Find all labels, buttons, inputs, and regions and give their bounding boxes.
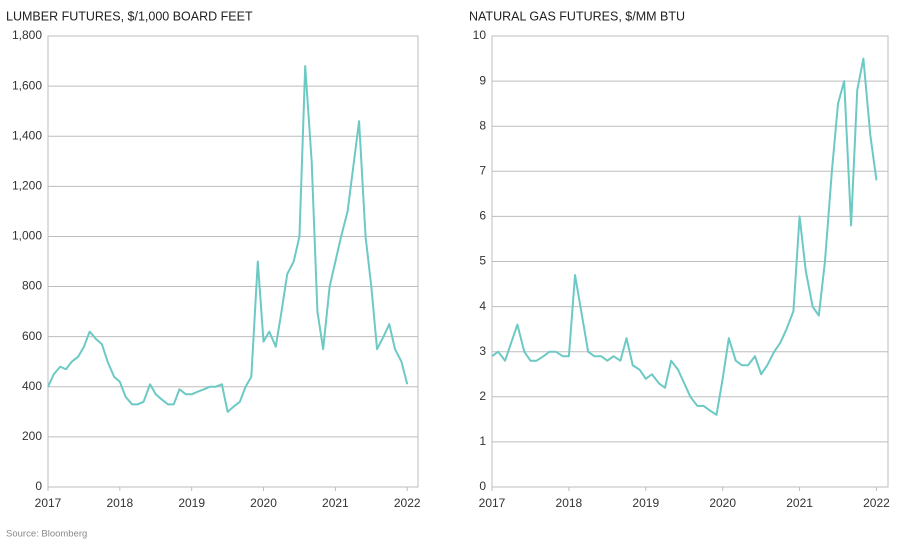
- y-tick-label: 1,400: [12, 128, 42, 142]
- y-tick-label: 600: [22, 329, 42, 343]
- data-line: [491, 57, 878, 416]
- y-tick-label: 1,600: [12, 78, 42, 92]
- x-tick-label: 2018: [106, 496, 133, 510]
- y-tick-label: 10: [473, 28, 487, 42]
- y-tick-label: 1: [479, 434, 486, 448]
- y-tick-label: 3: [479, 344, 486, 358]
- y-tick-label: 1,000: [12, 229, 42, 243]
- chart-title: LUMBER FUTURES, $/1,000 BOARD FEET: [6, 9, 253, 23]
- x-tick-label: 2017: [35, 496, 62, 510]
- data-line: [47, 65, 409, 413]
- x-tick-label: 2021: [786, 496, 813, 510]
- x-tick-label: 2022: [863, 496, 890, 510]
- y-tick-label: 5: [479, 254, 486, 268]
- y-tick-label: 2: [479, 389, 486, 403]
- y-tick-label: 200: [22, 429, 42, 443]
- chart-title: NATURAL GAS FUTURES, $/MM BTU: [469, 9, 685, 23]
- source-note: Source: Bloomberg: [6, 529, 87, 540]
- y-tick-label: 7: [479, 163, 486, 177]
- x-tick-label: 2019: [178, 496, 205, 510]
- y-tick-label: 9: [479, 73, 486, 87]
- y-tick-label: 800: [22, 279, 42, 293]
- y-tick-label: 1,200: [12, 179, 42, 193]
- x-tick-label: 2020: [250, 496, 277, 510]
- x-tick-label: 2018: [556, 496, 583, 510]
- x-tick-label: 2021: [322, 496, 349, 510]
- x-tick-label: 2019: [632, 496, 659, 510]
- x-tick-label: 2020: [709, 496, 736, 510]
- y-tick-label: 0: [35, 479, 42, 493]
- y-tick-label: 6: [479, 209, 486, 223]
- plot-frame: [47, 35, 419, 488]
- x-tick-label: 2017: [479, 496, 506, 510]
- y-tick-label: 8: [479, 118, 486, 132]
- x-tick-label: 2022: [394, 496, 421, 510]
- y-tick-label: 1,800: [12, 28, 42, 42]
- y-tick-label: 400: [22, 379, 42, 393]
- y-tick-label: 4: [479, 299, 486, 313]
- y-tick-label: 0: [479, 479, 486, 493]
